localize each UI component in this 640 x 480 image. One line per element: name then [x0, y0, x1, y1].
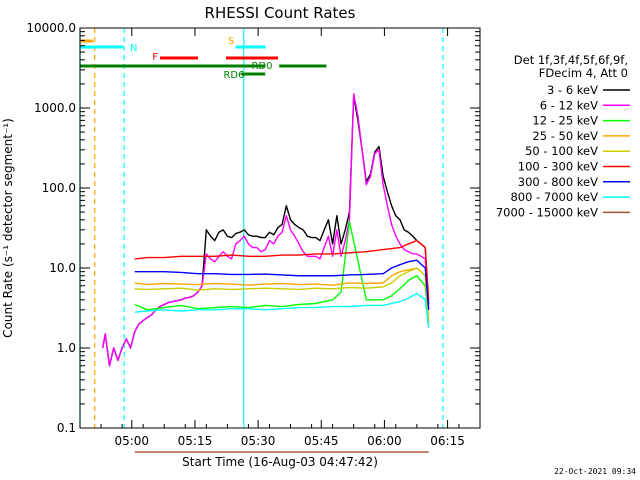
- y-tick-label-3: 100.0: [42, 181, 76, 195]
- legend-label-7: 800 - 7000 keV: [510, 190, 598, 204]
- chart-title: RHESSI Count Rates: [205, 4, 356, 22]
- bar-label-rd6: RD6: [223, 70, 244, 81]
- y-tick-label-5: 10000.0: [26, 21, 76, 35]
- x-axis-label: Start Time (16-Aug-03 04:47:42): [182, 455, 378, 469]
- legend-label-6: 300 - 800 keV: [518, 175, 598, 189]
- series-line-4: [134, 267, 430, 324]
- y-tick-label-0: 0.1: [57, 421, 76, 435]
- x-tick-label-2: 05:30: [241, 434, 276, 448]
- legend-label-3: 25 - 50 keV: [532, 129, 598, 143]
- series-line-7: [134, 292, 430, 328]
- x-tick-label-1: 05:15: [178, 434, 213, 448]
- bar-label-s: S: [228, 36, 234, 47]
- x-tick-label-5: 06:15: [430, 434, 465, 448]
- data-series: [102, 93, 430, 453]
- legend-label-2: 12 - 25 keV: [532, 114, 598, 128]
- y-tick-label-2: 10.0: [49, 261, 76, 275]
- y-tick-label-4: 1000.0: [34, 101, 76, 115]
- x-tick-label-4: 06:00: [367, 434, 402, 448]
- legend-header-0: Det 1f,3f,4f,5f,6f,9f,: [514, 53, 628, 67]
- x-tick-label-0: 05:00: [114, 434, 149, 448]
- series-line-5: [134, 239, 430, 300]
- legend-header-1: FDecim 4, Att 0: [539, 66, 628, 80]
- legend-label-0: 3 - 6 keV: [547, 83, 598, 97]
- legend-label-5: 100 - 300 keV: [518, 160, 598, 174]
- legend: Det 1f,3f,4f,5f,6f,9f,FDecim 4, Att 0 3 -…: [496, 53, 630, 219]
- legend-label-4: 50 - 100 keV: [525, 144, 598, 158]
- y-tick-label-1: 1.0: [57, 341, 76, 355]
- bar-label-n: N: [130, 43, 137, 54]
- y-axis-ticks: 0.1 1.0 10.0 100.0 1000.0 10000.0: [26, 21, 480, 435]
- series-line-2: [134, 220, 430, 324]
- attenuator-state-bars: S N F RD0 RD6: [80, 36, 327, 81]
- plot-frame: [79, 27, 481, 429]
- bar-label-rd0: RD0: [251, 61, 272, 72]
- bar-label-f: F: [152, 52, 158, 63]
- legend-label-1: 6 - 12 keV: [540, 98, 598, 112]
- x-axis-ticks: 05:00 05:15 05:30 05:45 06:00 06:15: [79, 28, 481, 448]
- y-axis-label: Count Rate (s⁻¹ detector segment⁻¹): [1, 118, 15, 338]
- x-tick-label-3: 05:45: [304, 434, 339, 448]
- series-line-3: [134, 267, 430, 321]
- series-line-6: [134, 259, 430, 310]
- footer-date: 22-Oct-2021 09:34: [554, 467, 636, 476]
- legend-label-8: 7000 - 15000 keV: [496, 205, 598, 219]
